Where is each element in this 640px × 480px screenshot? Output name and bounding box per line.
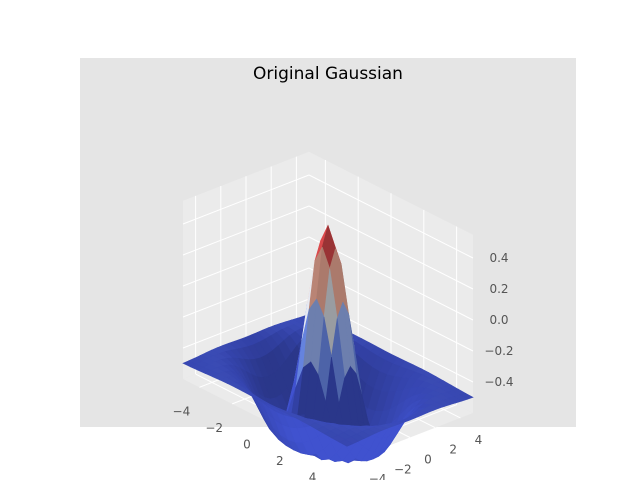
y-tick-label: 0: [424, 453, 432, 467]
gridline-z-side: [182, 205, 310, 256]
x-tick-label: 4: [309, 471, 317, 480]
tick-group: −4 −2 0 2 4 −4 −2 0 2 4 0.4 0.2 0.0 −0.2 −0.4: [173, 251, 514, 480]
z-tick-label: 0.4: [489, 251, 508, 265]
gridline-z-side: [182, 174, 310, 225]
y-tick-label: −4: [369, 472, 387, 480]
y-tick-label: −2: [394, 462, 412, 476]
x-tick-label: −2: [205, 421, 223, 435]
z-tick-label: −0.4: [484, 375, 513, 389]
x-tick-label: −4: [173, 404, 191, 418]
gridline-z-back: [308, 174, 474, 259]
chart-title: Original Gaussian: [253, 64, 403, 84]
gridline-z-side: [182, 236, 310, 287]
y-tick-label: 4: [475, 433, 483, 447]
z-tick-label: −0.2: [484, 344, 513, 358]
y-tick-label: 2: [449, 443, 457, 457]
z-tick-label: 0.0: [489, 313, 508, 327]
gridline-z-side: [182, 267, 310, 318]
x-tick-label: 0: [243, 438, 251, 452]
surface-plot: [182, 224, 474, 464]
gridline-z-back: [308, 205, 474, 290]
gridline-z-side: [182, 298, 310, 349]
surface-facet: [338, 439, 354, 447]
x-tick-label: 2: [276, 454, 284, 468]
z-tick-label: 0.2: [489, 282, 508, 296]
